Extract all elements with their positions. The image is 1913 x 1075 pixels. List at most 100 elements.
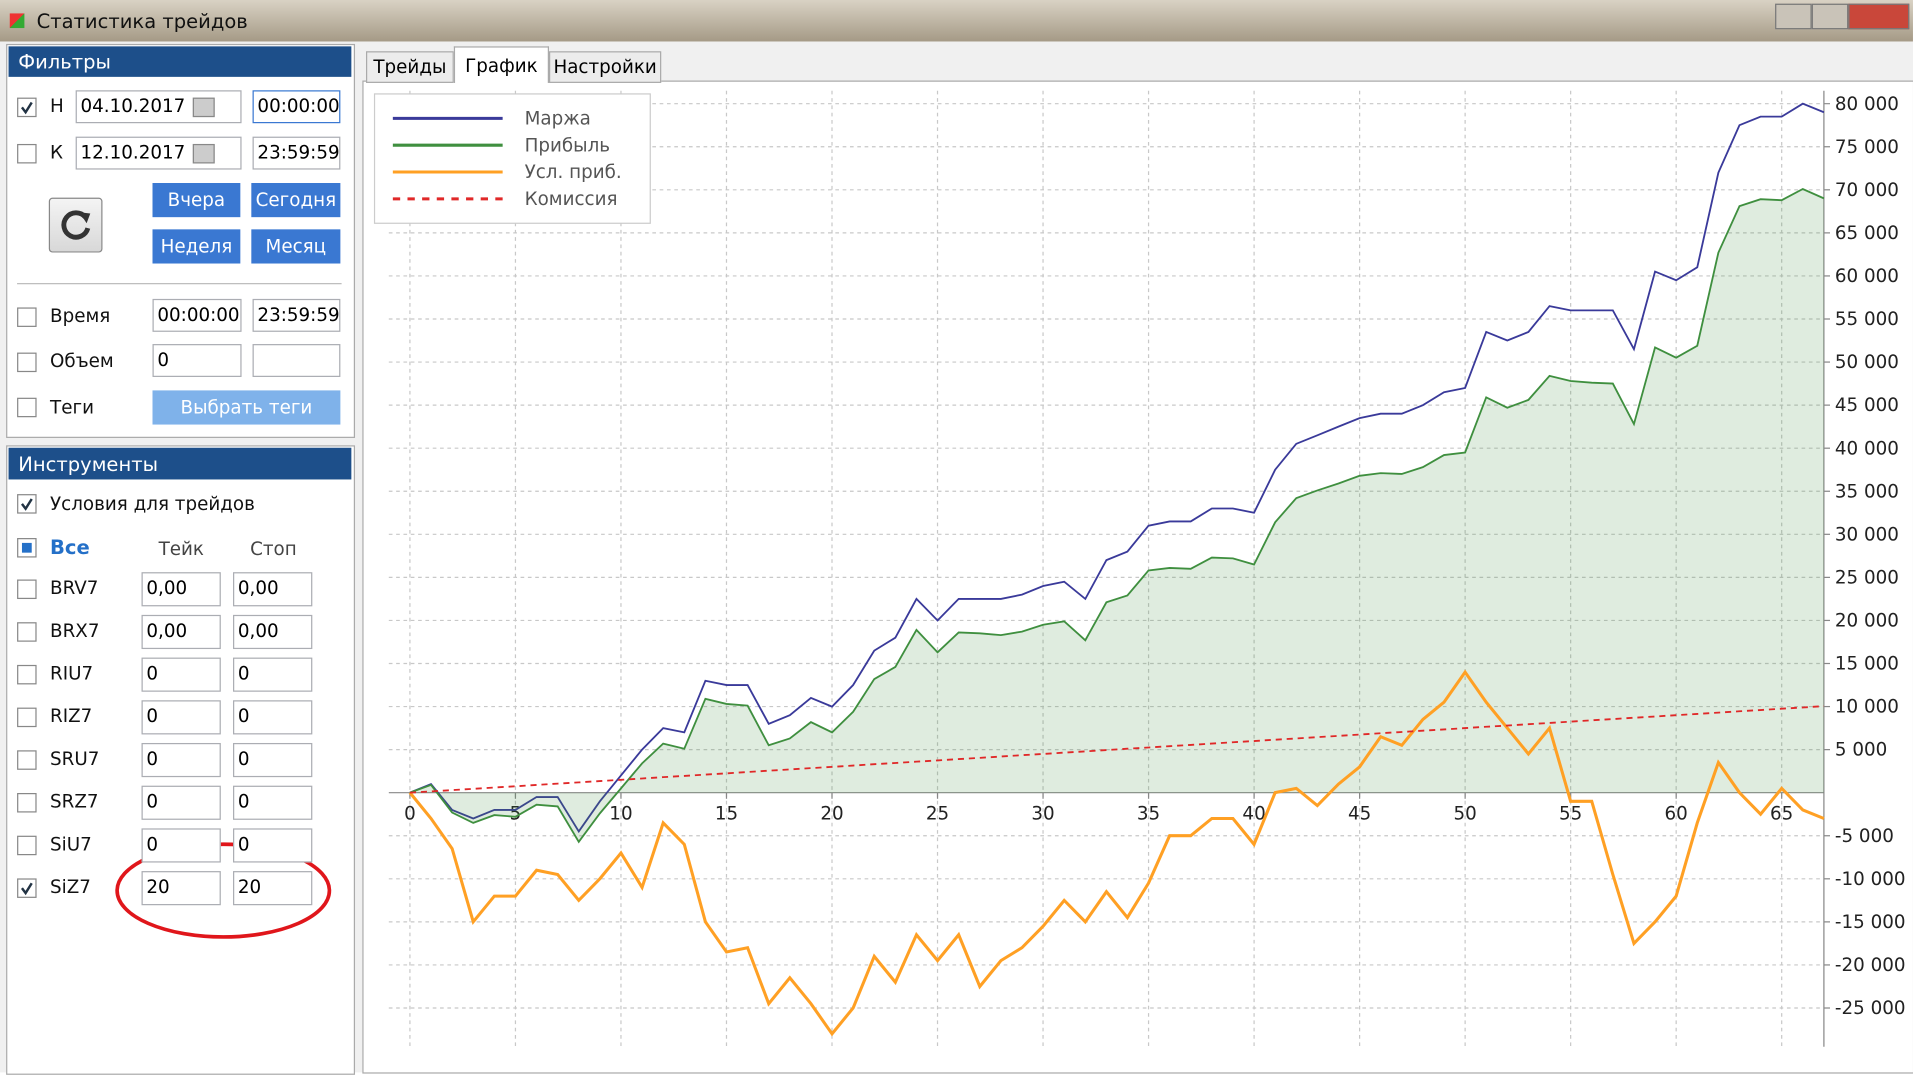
y-tick-label: 35 000 bbox=[1835, 481, 1899, 502]
y-tick-label: -25 000 bbox=[1835, 998, 1906, 1019]
instrument-name: SRU7 bbox=[50, 747, 100, 770]
y-tick-label: 10 000 bbox=[1835, 697, 1899, 718]
y-tick-label: 5 000 bbox=[1835, 740, 1887, 761]
take-input[interactable]: 20 bbox=[141, 871, 221, 906]
take-input[interactable]: 0 bbox=[141, 657, 221, 692]
take-input[interactable]: 0,00 bbox=[141, 614, 221, 650]
checkbox[interactable] bbox=[17, 707, 37, 728]
stop-input[interactable]: 0 bbox=[233, 742, 313, 778]
series-line bbox=[409, 187, 1825, 844]
stop-input[interactable]: 0 bbox=[233, 785, 313, 820]
take-input[interactable]: 0 bbox=[141, 828, 221, 863]
end-date[interactable]: 12.10.2017 bbox=[75, 136, 242, 170]
time-to[interactable]: 23:59:59 bbox=[252, 298, 341, 332]
start-time[interactable]: 00:00:00 bbox=[252, 90, 341, 124]
all-checkbox[interactable] bbox=[17, 538, 37, 558]
instrument-name: SRZ7 bbox=[50, 790, 99, 813]
y-tick-label: 25 000 bbox=[1835, 567, 1899, 588]
tab[interactable]: Настройки bbox=[549, 51, 662, 83]
checkbox[interactable] bbox=[17, 622, 37, 642]
stop-input[interactable]: 0 bbox=[233, 700, 313, 735]
y-tick-label: -20 000 bbox=[1835, 955, 1906, 976]
x-tick-label: 45 bbox=[1348, 804, 1371, 825]
y-tick-label: 80 000 bbox=[1835, 94, 1899, 115]
x-tick-label: 10 bbox=[609, 804, 632, 825]
x-tick-label: 55 bbox=[1559, 804, 1582, 825]
x-tick-label: 60 bbox=[1665, 804, 1688, 825]
calendar-icon[interactable] bbox=[192, 143, 215, 164]
legend-label: Комиссия bbox=[525, 189, 618, 210]
checkbox[interactable] bbox=[17, 793, 37, 813]
take-input[interactable]: 0,00 bbox=[141, 572, 221, 607]
checkbox[interactable] bbox=[17, 352, 37, 373]
minimize-button[interactable] bbox=[1775, 3, 1812, 30]
app-icon bbox=[9, 13, 25, 29]
take-input[interactable]: 0 bbox=[141, 785, 221, 820]
y-tick-label: -15 000 bbox=[1835, 912, 1906, 933]
stop-input[interactable]: 0,00 bbox=[233, 614, 313, 650]
close-button[interactable] bbox=[1848, 3, 1910, 30]
stop-input[interactable]: 0 bbox=[233, 828, 313, 863]
legend-label: Маржа bbox=[525, 108, 591, 129]
checkbox[interactable] bbox=[17, 143, 37, 164]
check-mark bbox=[20, 882, 33, 896]
volume-to[interactable] bbox=[252, 344, 341, 377]
instrument-name: RIU7 bbox=[50, 662, 94, 685]
stop-input[interactable]: 0 bbox=[233, 657, 313, 692]
checkbox[interactable] bbox=[17, 664, 37, 685]
refresh-button[interactable] bbox=[48, 197, 103, 253]
x-tick-label: 25 bbox=[926, 804, 949, 825]
tags-button[interactable]: Выбрать теги bbox=[152, 390, 341, 425]
checkbox[interactable] bbox=[17, 97, 37, 118]
chart: -25 000 -20 000 -15 000 -10 000 -5 000 5 000 1… bbox=[373, 90, 1906, 1047]
legend-label: Прибыль bbox=[525, 135, 610, 156]
time-from[interactable]: 00:00:00 bbox=[152, 298, 242, 332]
separator bbox=[17, 283, 342, 285]
instrument-name: SiZ7 bbox=[50, 875, 91, 898]
y-tick-label: 15 000 bbox=[1835, 654, 1899, 675]
checkbox[interactable] bbox=[17, 579, 37, 600]
volume-label: Объем bbox=[50, 350, 114, 373]
x-tick-label: 15 bbox=[715, 804, 738, 825]
yesterday-button[interactable]: Вчера bbox=[152, 183, 241, 218]
end-time[interactable]: 23:59:59 bbox=[252, 136, 341, 170]
checkbox[interactable] bbox=[17, 750, 37, 770]
y-tick-label: 65 000 bbox=[1835, 223, 1899, 244]
calendar-icon[interactable] bbox=[192, 97, 215, 118]
tab[interactable]: Трейды bbox=[366, 51, 454, 83]
checkbox[interactable] bbox=[17, 494, 37, 514]
window-title: Статистика трейдов bbox=[36, 9, 248, 33]
instrument-name: BRV7 bbox=[50, 577, 99, 600]
stop-input[interactable]: 0,00 bbox=[233, 572, 313, 607]
stop-input[interactable]: 20 bbox=[233, 871, 313, 906]
checkbox[interactable] bbox=[17, 307, 37, 327]
tab[interactable]: График bbox=[453, 46, 549, 83]
checkbox[interactable] bbox=[17, 397, 37, 418]
x-tick-label: 65 bbox=[1770, 804, 1793, 825]
start-date[interactable]: 04.10.2017 bbox=[75, 90, 242, 124]
refresh-icon bbox=[61, 210, 91, 240]
legend-box bbox=[373, 93, 651, 224]
volume-from[interactable]: 0 bbox=[152, 344, 242, 377]
checkbox[interactable] bbox=[17, 835, 37, 856]
series-line bbox=[409, 102, 1825, 834]
y-tick-label: 40 000 bbox=[1835, 438, 1899, 459]
take-input[interactable]: 0 bbox=[141, 742, 221, 778]
month-button[interactable]: Месяц bbox=[251, 229, 341, 264]
tags-label: Теги bbox=[50, 396, 94, 419]
checkbox[interactable] bbox=[17, 878, 37, 898]
today-button[interactable]: Сегодня bbox=[251, 183, 341, 218]
check-mark bbox=[20, 101, 33, 115]
x-tick-label: 35 bbox=[1137, 804, 1160, 825]
stop-header: Стоп bbox=[250, 538, 297, 560]
end-label: К bbox=[50, 141, 64, 164]
x-tick-label: 50 bbox=[1453, 804, 1476, 825]
series-line bbox=[409, 705, 1824, 794]
week-button[interactable]: Неделя bbox=[152, 229, 241, 264]
maximize-button[interactable] bbox=[1811, 3, 1849, 30]
instrument-name: SiU7 bbox=[50, 833, 92, 856]
take-input[interactable]: 0 bbox=[141, 700, 221, 735]
series-line bbox=[408, 669, 1825, 1037]
all-label: Все bbox=[50, 535, 90, 559]
